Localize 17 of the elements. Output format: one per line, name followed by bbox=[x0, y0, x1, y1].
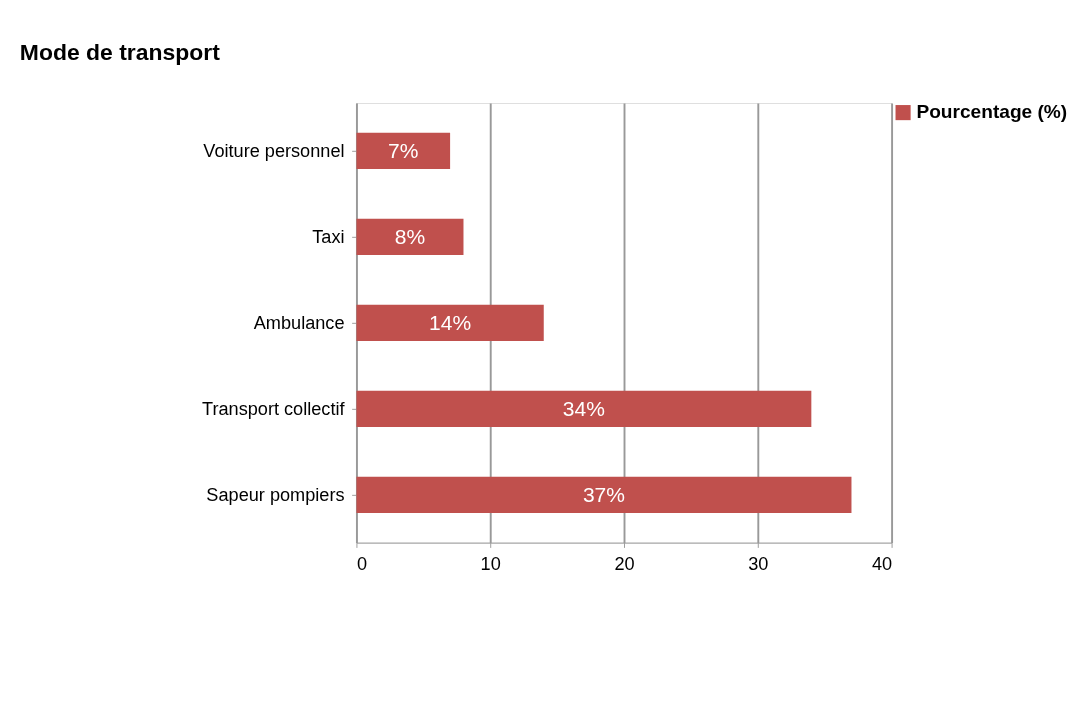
y-tick-label: Ambulance bbox=[253, 313, 345, 334]
y-tick-label: Transport collectif bbox=[202, 399, 346, 420]
x-tick-label: 0 bbox=[356, 553, 368, 574]
data-label: 14% bbox=[429, 310, 472, 334]
y-tick-label: Voiture personnel bbox=[203, 141, 345, 162]
x-tick-label: 40 bbox=[871, 553, 893, 574]
x-tick-label: 10 bbox=[480, 553, 501, 574]
y-tick-label: Taxi bbox=[312, 227, 345, 248]
legend-label: Pourcentage (%) bbox=[916, 101, 1068, 123]
data-label: 34% bbox=[562, 396, 605, 420]
data-label: 7% bbox=[388, 138, 419, 162]
y-tick-label: Sapeur pompiers bbox=[206, 485, 345, 506]
x-tick-label: 20 bbox=[614, 553, 635, 574]
text: Mode de transport bbox=[19, 39, 221, 66]
data-label: 37% bbox=[582, 482, 625, 506]
data-label: 8% bbox=[394, 224, 426, 248]
x-tick-label: 30 bbox=[748, 553, 769, 574]
